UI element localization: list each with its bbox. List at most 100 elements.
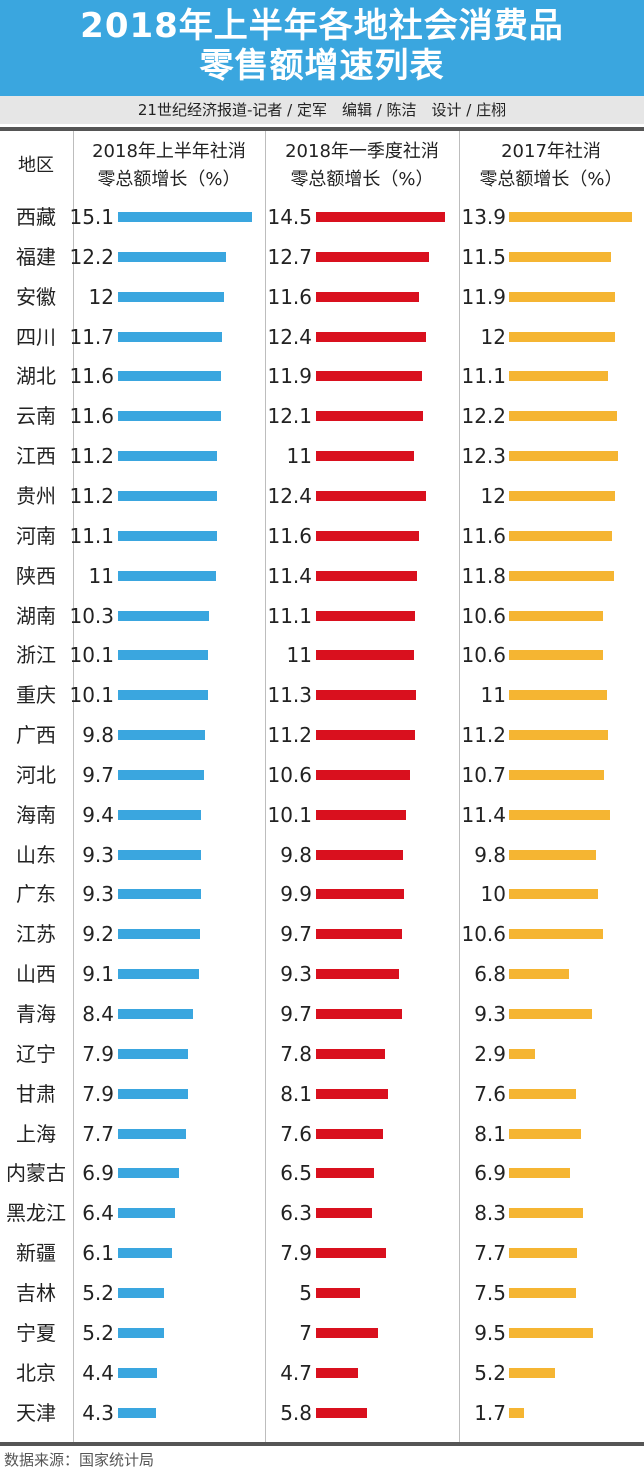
page-title-line1: 2018年上半年各地社会消费品 xyxy=(80,6,564,46)
data-label-y2017: 12.3 xyxy=(461,444,506,469)
region-label: 上海 xyxy=(16,1121,56,1146)
data-label-h1: 11.2 xyxy=(69,483,114,508)
bar-h1 xyxy=(118,251,227,262)
bar-q1 xyxy=(316,251,429,262)
data-label-y2017: 11.1 xyxy=(461,364,506,389)
data-label-h1: 8.4 xyxy=(82,1002,114,1026)
header-region: 地区 xyxy=(18,155,54,176)
data-source: 数据来源：国家统计局 xyxy=(4,1451,155,1469)
data-label-h1: 9.3 xyxy=(82,842,114,867)
data-label-q1: 4.7 xyxy=(280,1360,312,1385)
bar-q1 xyxy=(316,1048,386,1059)
data-label-h1: 9.3 xyxy=(82,882,114,907)
bar-q1 xyxy=(316,331,427,342)
region-label: 黑龙江 xyxy=(6,1201,66,1226)
data-label-y2017: 1.7 xyxy=(474,1400,506,1425)
column-divider-2 xyxy=(265,131,266,1442)
header-2017: 2017年社消 零总额增长（%） xyxy=(460,138,642,194)
data-label-y2017: 11.4 xyxy=(461,802,506,827)
data-label-y2017: 5.2 xyxy=(474,1360,506,1385)
bar-y2017 xyxy=(509,411,618,422)
data-label-q1: 7.9 xyxy=(280,1241,312,1266)
data-label-q1: 7.6 xyxy=(280,1121,312,1146)
region-label: 海南 xyxy=(16,802,56,827)
region-label: 陕西 xyxy=(16,563,56,588)
bar-q1 xyxy=(316,570,418,581)
data-label-y2017: 6.8 xyxy=(474,962,506,987)
bar-y2017 xyxy=(509,730,609,741)
region-label: 贵州 xyxy=(16,483,56,508)
bar-y2017 xyxy=(509,849,596,860)
region-label: 湖北 xyxy=(16,364,56,389)
data-label-q1: 5 xyxy=(299,1280,312,1305)
bar-y2017 xyxy=(509,1287,576,1298)
header-2017-line1: 2017年社消 xyxy=(501,141,601,162)
bar-q1 xyxy=(316,1208,372,1219)
data-label-q1: 11.3 xyxy=(267,683,312,708)
region-label: 宁夏 xyxy=(16,1320,56,1345)
bar-y2017 xyxy=(509,371,608,382)
bar-h1 xyxy=(118,809,202,820)
bar-y2017 xyxy=(509,451,619,462)
data-label-y2017: 7.7 xyxy=(474,1241,506,1266)
bar-y2017 xyxy=(509,809,611,820)
data-label-q1: 12.1 xyxy=(267,404,312,429)
data-label-q1: 9.3 xyxy=(280,962,312,987)
bar-y2017 xyxy=(509,610,604,621)
bar-q1 xyxy=(316,889,404,900)
bar-h1 xyxy=(118,889,201,900)
data-label-q1: 9.7 xyxy=(280,1002,312,1026)
bar-q1 xyxy=(316,1327,379,1338)
data-label-h1: 12.2 xyxy=(69,244,114,269)
data-label-q1: 10.1 xyxy=(267,802,312,827)
data-label-h1: 10.1 xyxy=(69,683,114,708)
data-label-y2017: 11.9 xyxy=(461,284,506,309)
bar-y2017 xyxy=(509,1367,556,1378)
bar-y2017 xyxy=(509,1248,578,1259)
region-label: 四川 xyxy=(16,324,56,349)
bar-q1 xyxy=(316,690,417,701)
bar-h1 xyxy=(118,929,200,940)
data-label-q1: 11.4 xyxy=(267,563,312,588)
data-label-y2017: 12.2 xyxy=(461,404,506,429)
bar-q1 xyxy=(316,650,414,661)
region-label: 河南 xyxy=(16,523,56,548)
bar-h1 xyxy=(118,730,205,741)
data-label-y2017: 13.9 xyxy=(461,205,506,229)
data-label-h1: 6.9 xyxy=(82,1161,114,1186)
region-label: 吉林 xyxy=(16,1280,56,1305)
data-label-y2017: 9.3 xyxy=(474,1002,506,1026)
bar-h1 xyxy=(118,530,217,541)
bar-y2017 xyxy=(509,1407,525,1418)
bar-y2017 xyxy=(509,1208,583,1219)
bar-h1 xyxy=(118,1248,173,1259)
data-label-h1: 9.2 xyxy=(82,922,114,947)
data-label-y2017: 10.6 xyxy=(461,603,506,628)
data-label-y2017: 10.7 xyxy=(461,762,506,787)
data-label-q1: 11.1 xyxy=(267,603,312,628)
data-label-y2017: 12 xyxy=(480,324,506,349)
region-label: 江苏 xyxy=(16,922,56,947)
bar-h1 xyxy=(118,490,218,501)
data-label-y2017: 12 xyxy=(480,483,506,508)
bar-y2017 xyxy=(509,212,633,222)
bar-h1 xyxy=(118,371,221,382)
bar-q1 xyxy=(316,451,414,462)
bar-h1 xyxy=(118,212,252,222)
header-h1-line1: 2018年上半年社消 xyxy=(92,141,246,162)
bar-q1 xyxy=(316,1128,384,1139)
data-label-y2017: 11.8 xyxy=(461,563,506,588)
bar-y2017 xyxy=(509,650,604,661)
data-label-h1: 11 xyxy=(88,563,114,588)
data-label-q1: 12.7 xyxy=(267,244,312,269)
header-q1: 2018年一季度社消 零总额增长（%） xyxy=(266,138,458,194)
data-label-y2017: 8.3 xyxy=(474,1201,506,1226)
data-label-h1: 10.1 xyxy=(69,643,114,668)
data-label-q1: 12.4 xyxy=(267,483,312,508)
header-h1: 2018年上半年社消 零总额增长（%） xyxy=(74,138,264,194)
bar-h1 xyxy=(118,570,216,581)
bar-q1 xyxy=(316,769,411,780)
data-label-q1: 9.9 xyxy=(280,882,312,907)
data-label-h1: 5.2 xyxy=(82,1320,114,1345)
region-label: 北京 xyxy=(16,1360,56,1385)
